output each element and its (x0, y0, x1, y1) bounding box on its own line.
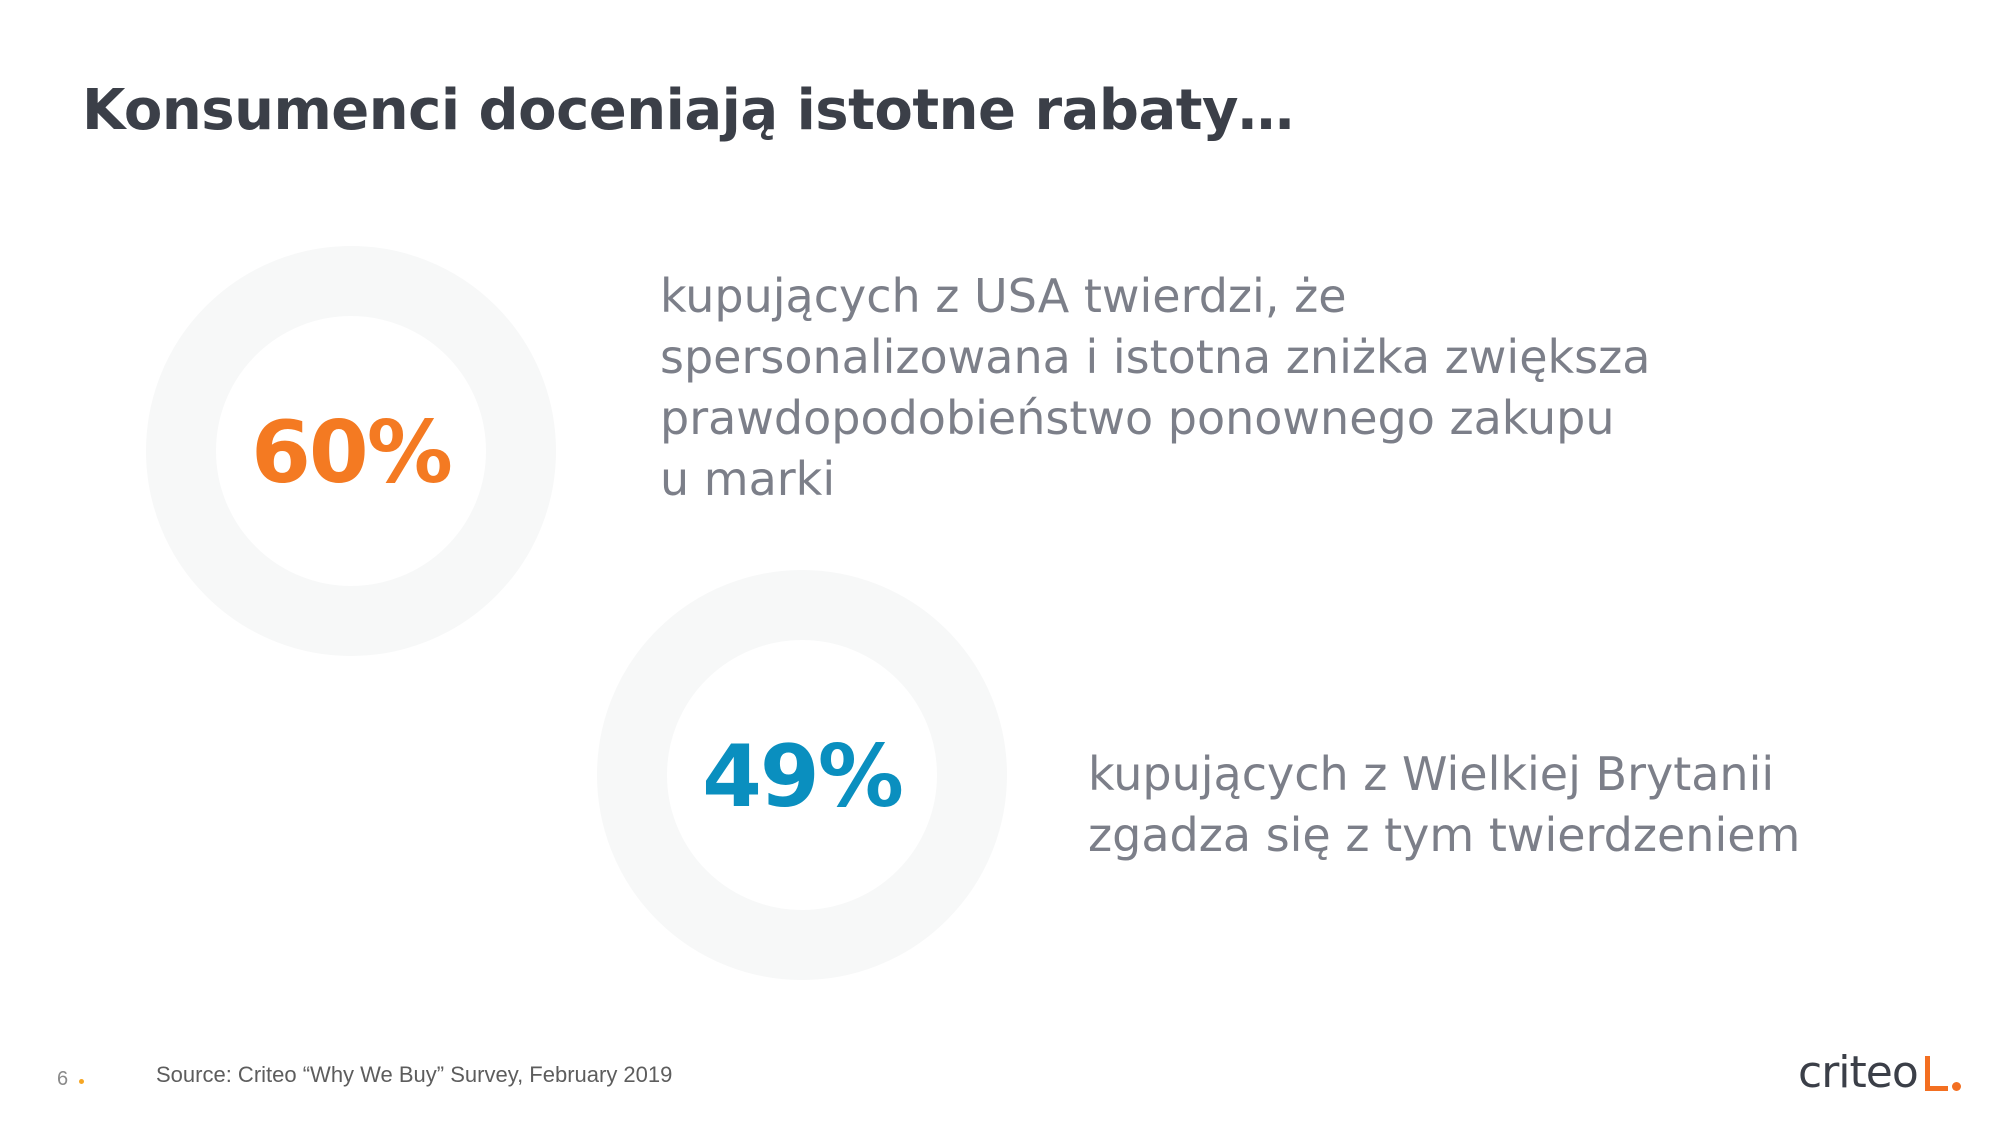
source-note: Source: Criteo “Why We Buy” Survey, Febr… (156, 1062, 673, 1087)
stat-line: spersonalizowana i istotna zniżka zwięks… (660, 330, 1651, 384)
logo-bracket-icon (1925, 1056, 1948, 1091)
criteo-logo: criteo (1798, 1048, 1968, 1098)
donut-chart-usa: 60% (146, 246, 556, 656)
donut-track (146, 246, 556, 656)
stat-line: kupujących z Wielkiej Brytanii (1088, 747, 1775, 801)
stat-line: zgadza się z tym twierdzeniem (1088, 808, 1801, 862)
donut-chart-usa-svg (146, 246, 556, 656)
stat-line: prawdopodobieństwo ponownego zakupu (660, 391, 1615, 445)
slide-title: Konsumenci doceniają istotne rabaty… (82, 78, 1294, 143)
stat-description-uk: kupujących z Wielkiej Brytanii zgadza si… (1088, 744, 1800, 866)
logo-wordmark: criteo (1798, 1047, 1919, 1098)
page-number: 6 (57, 1068, 69, 1090)
stat-description-usa: kupujących z USA twierdzi, że spersonali… (660, 266, 1650, 510)
percent-label-usa: 60% (251, 403, 453, 503)
percent-label-uk: 49% (702, 727, 904, 827)
donut-chart-uk-svg (597, 570, 1007, 980)
donut-track (597, 570, 1007, 980)
donut-chart-uk: 49% (597, 570, 1007, 980)
logo-dot-icon (1952, 1082, 1961, 1091)
stat-line: u marki (660, 452, 836, 506)
page-number-dot (79, 1079, 84, 1084)
stat-line: kupujących z USA twierdzi, że (660, 269, 1347, 323)
